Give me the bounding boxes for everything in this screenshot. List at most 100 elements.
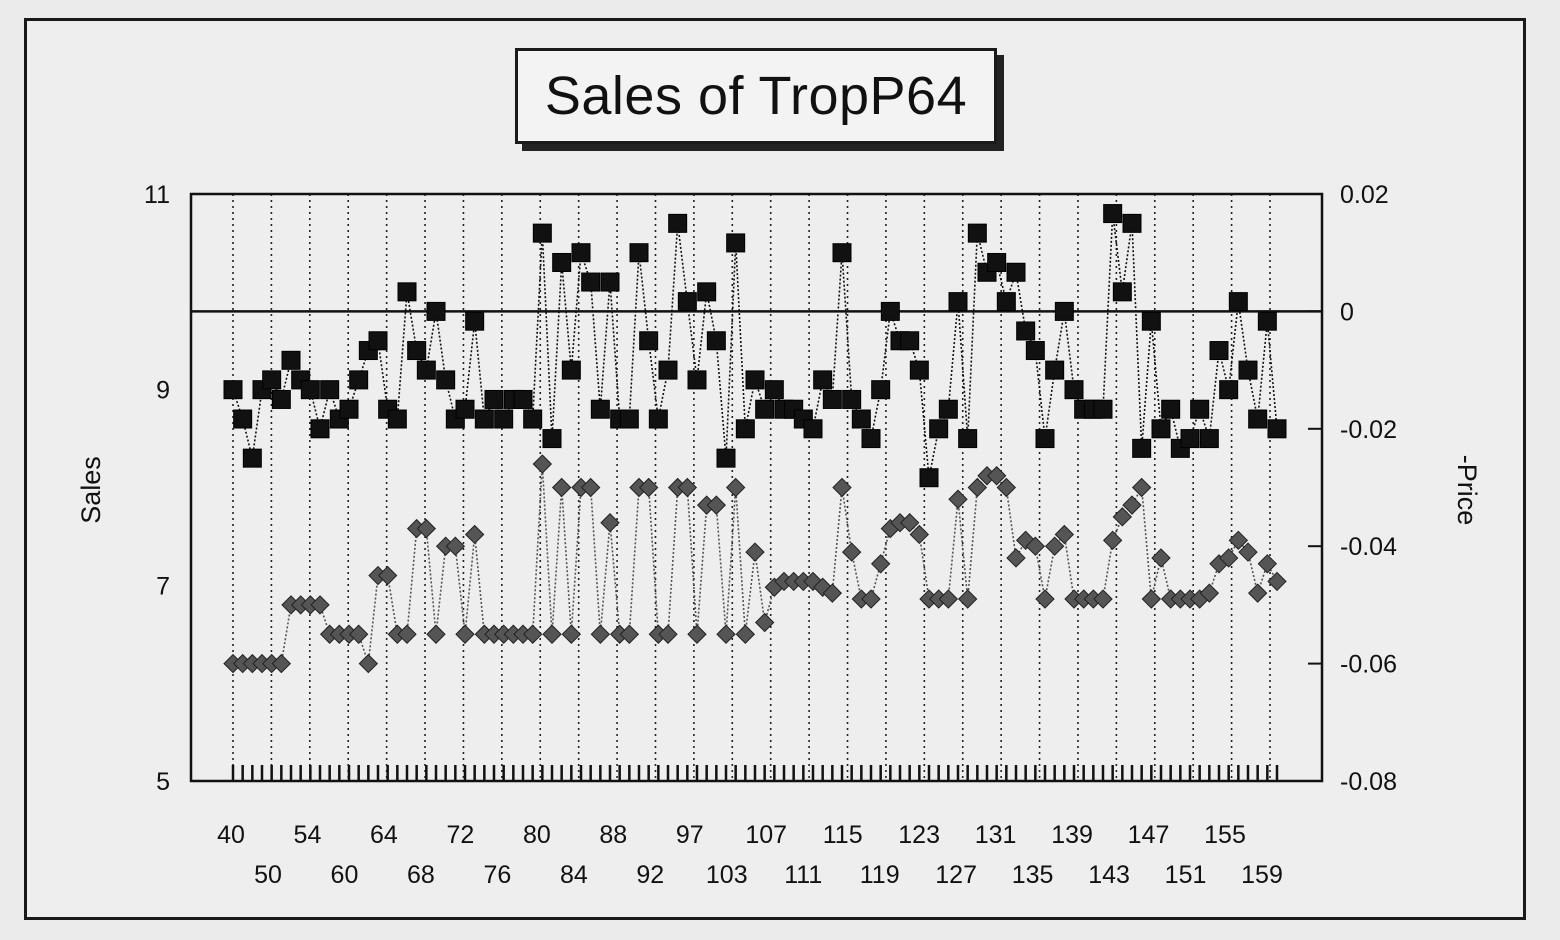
sales-point <box>1093 399 1113 419</box>
sales-point <box>861 429 881 449</box>
sales-point <box>755 399 775 419</box>
sales-point <box>223 380 243 400</box>
x-tick-label: 115 <box>823 821 863 849</box>
sales-point <box>851 409 871 429</box>
sales-point <box>639 331 659 351</box>
price-point <box>735 624 756 644</box>
sales-point <box>958 429 978 449</box>
price-point <box>1054 524 1075 545</box>
sales-point <box>832 243 852 263</box>
x-tick-label: 107 <box>745 821 787 849</box>
y-tick-label: 11 <box>144 181 170 209</box>
sales-point <box>900 331 920 351</box>
y-tick-label: 9 <box>156 377 170 405</box>
price-point <box>522 624 543 644</box>
price-point <box>996 477 1017 498</box>
sales-point <box>1122 213 1142 233</box>
sales-point <box>677 292 697 312</box>
y2-tick-label: -0.06 <box>1340 651 1397 679</box>
price-point <box>1025 536 1046 556</box>
sales-point <box>1141 311 1161 331</box>
chart-title: Sales of TropP64 <box>544 66 968 126</box>
sales-point <box>1112 282 1132 302</box>
price-point <box>1257 554 1278 574</box>
price-point <box>1102 530 1123 551</box>
sales-point <box>1035 429 1055 449</box>
price-point <box>271 653 292 674</box>
sales-point <box>687 370 707 390</box>
sales-point <box>300 380 320 400</box>
y-axis-title: Sales <box>76 456 106 524</box>
sales-point <box>813 370 833 390</box>
sales-point <box>648 409 668 429</box>
price-point <box>532 454 553 474</box>
sales-point <box>281 350 301 370</box>
sales-point <box>436 370 456 390</box>
series-markers <box>223 204 1287 674</box>
x-tick-label: 127 <box>935 861 977 889</box>
sales-point <box>523 409 543 429</box>
price-point <box>310 595 330 615</box>
grid-layer <box>232 194 1271 781</box>
x-tick-label: 76 <box>483 861 511 889</box>
sales-point <box>1045 360 1065 380</box>
sales-point <box>368 331 388 351</box>
x-tick-label: 97 <box>676 821 704 849</box>
x-tick-label: 147 <box>1128 821 1170 849</box>
y2-tick-label: -0.04 <box>1340 533 1397 561</box>
sales-point <box>1190 399 1210 419</box>
y2-tick-label: -0.08 <box>1340 768 1397 796</box>
plot-area-border <box>189 192 1324 783</box>
sales-point <box>1238 360 1258 380</box>
price-point <box>1199 583 1220 603</box>
x-tick-label: 135 <box>1012 861 1054 889</box>
price-point <box>426 624 446 644</box>
x-tick-label: 143 <box>1088 861 1130 889</box>
sales-point <box>310 419 330 439</box>
price-point <box>619 624 640 644</box>
sales-point <box>532 223 552 243</box>
sales-point <box>262 370 282 390</box>
sales-point <box>349 370 369 390</box>
price-point <box>909 524 930 545</box>
sales-point <box>1054 301 1074 321</box>
price-point <box>948 489 968 509</box>
sales-point <box>967 223 987 243</box>
sales-point <box>996 292 1016 312</box>
sales-point <box>407 341 427 361</box>
x-tick-label: 119 <box>860 861 900 889</box>
y-axis-right: -0.08 -0.06 -0.04 -0.02 0 0.02 <box>1308 181 1397 796</box>
price-point <box>590 624 611 644</box>
x-tick-label: 40 <box>217 821 245 849</box>
sales-point <box>339 399 359 419</box>
sales-point <box>822 389 842 409</box>
sales-point <box>1267 419 1287 439</box>
x-tick-label: 131 <box>975 821 1017 849</box>
sales-point <box>880 301 900 321</box>
x-tick-label: 159 <box>1241 861 1283 889</box>
sales-point <box>1248 409 1268 429</box>
sales-point <box>658 360 678 380</box>
price-point <box>677 477 698 498</box>
sales-point <box>465 311 485 331</box>
price-point <box>899 513 920 533</box>
price-point <box>1218 548 1239 568</box>
price-point <box>822 583 843 603</box>
price-point <box>870 554 891 574</box>
x-tick-label: 88 <box>599 821 627 849</box>
y2-tick-label: 0 <box>1340 298 1354 326</box>
price-point <box>957 589 978 609</box>
x-axis: 40 54 64 72 80 88 97 107 115 123 131 139 147 155 50 60 6… <box>217 821 1283 889</box>
price-point <box>348 624 369 644</box>
price-point <box>725 477 746 498</box>
sales-point <box>764 380 784 400</box>
sales-point <box>1103 204 1123 224</box>
x-tick-label: 151 <box>1165 861 1207 889</box>
sales-point <box>668 213 688 233</box>
price-point <box>687 624 707 644</box>
x-tick-label: 84 <box>560 861 588 889</box>
sales-point <box>919 468 939 488</box>
price-point <box>1141 589 1162 609</box>
price-point <box>754 612 775 633</box>
price-point <box>1044 536 1065 556</box>
